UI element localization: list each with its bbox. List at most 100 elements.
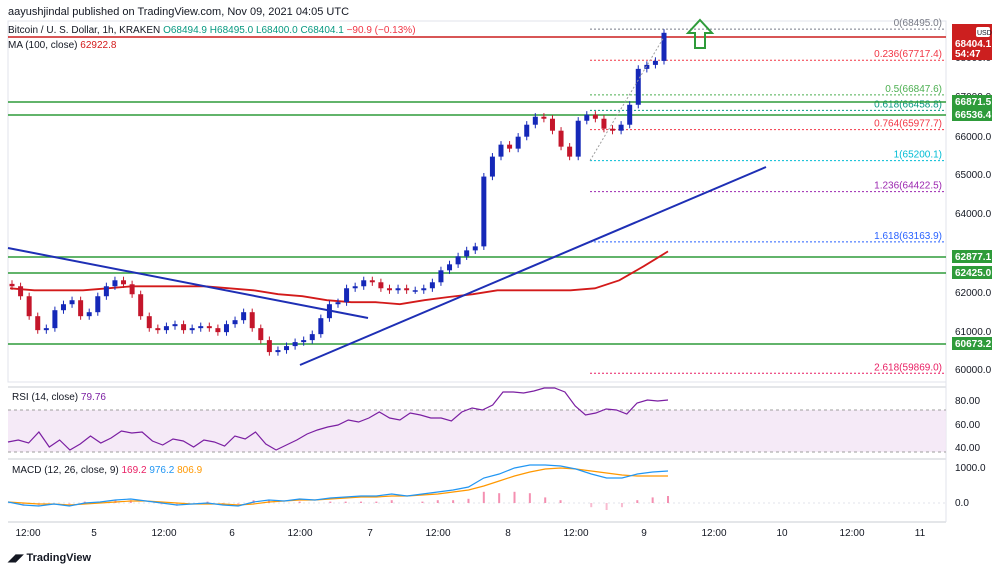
level-badge[interactable] bbox=[952, 108, 992, 121]
tradingview-brand: TradingView bbox=[26, 552, 92, 564]
candle[interactable] bbox=[223, 324, 229, 333]
candle[interactable] bbox=[275, 350, 281, 353]
ma-line bbox=[9, 250, 669, 306]
candle[interactable] bbox=[361, 280, 367, 287]
candle[interactable] bbox=[627, 104, 633, 125]
rsi-tick-label: 80.00 bbox=[955, 396, 980, 407]
candle[interactable] bbox=[661, 32, 667, 61]
candle[interactable] bbox=[447, 264, 453, 271]
candle[interactable] bbox=[541, 116, 547, 119]
candle[interactable] bbox=[129, 284, 135, 295]
candle[interactable] bbox=[507, 144, 513, 149]
candle[interactable] bbox=[575, 120, 581, 157]
candle[interactable] bbox=[215, 328, 221, 333]
candle[interactable] bbox=[9, 283, 15, 287]
candle[interactable] bbox=[155, 328, 161, 331]
candle[interactable] bbox=[241, 312, 247, 321]
price-change: −90.9 (−0.13%) bbox=[346, 25, 416, 36]
macd-histogram-bar bbox=[83, 501, 86, 503]
candle[interactable] bbox=[549, 118, 555, 131]
candle[interactable] bbox=[532, 116, 538, 125]
candle[interactable] bbox=[335, 302, 341, 305]
candle[interactable] bbox=[318, 318, 324, 335]
candle[interactable] bbox=[352, 286, 358, 289]
candle[interactable] bbox=[644, 64, 650, 69]
candle[interactable] bbox=[69, 300, 75, 305]
candle[interactable] bbox=[26, 296, 32, 317]
candle[interactable] bbox=[567, 146, 573, 157]
candle[interactable] bbox=[138, 294, 144, 317]
candle[interactable] bbox=[198, 326, 204, 329]
candle[interactable] bbox=[181, 324, 187, 331]
candle[interactable] bbox=[558, 130, 564, 147]
candle[interactable] bbox=[344, 288, 350, 303]
level-badge[interactable] bbox=[952, 95, 992, 108]
candle[interactable] bbox=[369, 280, 375, 283]
candle[interactable] bbox=[309, 334, 315, 341]
fib-label: 0.764(65977.7) bbox=[874, 119, 942, 130]
candle[interactable] bbox=[43, 328, 49, 331]
candle[interactable] bbox=[378, 282, 384, 289]
candle[interactable] bbox=[121, 280, 127, 285]
candle[interactable] bbox=[95, 296, 101, 313]
candle[interactable] bbox=[52, 310, 58, 329]
candle[interactable] bbox=[412, 290, 418, 292]
candle[interactable] bbox=[635, 68, 641, 105]
candle[interactable] bbox=[498, 144, 504, 157]
candle[interactable] bbox=[455, 256, 461, 265]
candle[interactable] bbox=[146, 316, 152, 329]
candle[interactable] bbox=[284, 346, 290, 351]
candle[interactable] bbox=[584, 114, 590, 121]
level-badge[interactable] bbox=[952, 250, 992, 263]
candle[interactable] bbox=[524, 124, 530, 137]
macd-histogram-bar bbox=[344, 501, 347, 503]
macd-histogram-bar bbox=[605, 503, 608, 510]
candle[interactable] bbox=[266, 340, 272, 353]
candle[interactable] bbox=[232, 320, 238, 325]
candle[interactable] bbox=[172, 324, 178, 327]
candle[interactable] bbox=[618, 124, 624, 131]
candle[interactable] bbox=[301, 340, 307, 343]
candle[interactable] bbox=[60, 304, 66, 311]
candle[interactable] bbox=[112, 280, 118, 287]
candle[interactable] bbox=[78, 300, 84, 317]
level-badge[interactable] bbox=[952, 266, 992, 279]
candle[interactable] bbox=[515, 136, 521, 149]
candle[interactable] bbox=[206, 326, 212, 329]
candle[interactable] bbox=[404, 288, 410, 291]
candle[interactable] bbox=[86, 312, 92, 317]
candle[interactable] bbox=[464, 250, 470, 257]
candle[interactable] bbox=[592, 114, 598, 119]
candle[interactable] bbox=[438, 270, 444, 283]
rsi-legend[interactable]: RSI (14, close) 79.76 bbox=[12, 392, 106, 403]
candle[interactable] bbox=[35, 316, 41, 331]
candle[interactable] bbox=[103, 286, 109, 297]
candle[interactable] bbox=[395, 288, 401, 291]
candle[interactable] bbox=[18, 286, 24, 297]
tradingview-logo[interactable]: ◢◤ TradingView bbox=[8, 552, 91, 564]
candle[interactable] bbox=[163, 326, 169, 331]
ascending-trend-line[interactable] bbox=[299, 166, 767, 366]
level-badge[interactable] bbox=[952, 337, 992, 350]
candle[interactable] bbox=[601, 118, 607, 129]
candle[interactable] bbox=[258, 328, 264, 341]
level-badge-label: 66871.5 bbox=[955, 97, 992, 108]
candle[interactable] bbox=[472, 246, 478, 251]
candle[interactable] bbox=[292, 342, 298, 347]
macd-legend[interactable]: MACD (12, 26, close, 9) 169.2 976.2 806.… bbox=[12, 465, 202, 476]
candle[interactable] bbox=[386, 288, 392, 291]
ma-legend[interactable]: MA (100, close) 62922.8 bbox=[8, 40, 116, 51]
candle[interactable] bbox=[652, 60, 658, 65]
candle[interactable] bbox=[421, 288, 427, 291]
candle[interactable] bbox=[489, 156, 495, 177]
symbol-legend[interactable]: Bitcoin / U. S. Dollar, 1h, KRAKEN O6849… bbox=[8, 25, 416, 36]
descending-trend-line[interactable] bbox=[7, 247, 369, 319]
candle[interactable] bbox=[429, 282, 435, 289]
candle[interactable] bbox=[189, 328, 195, 331]
candle[interactable] bbox=[249, 312, 255, 329]
fib-label: 0.618(66458.8) bbox=[874, 99, 942, 110]
candle[interactable] bbox=[610, 128, 616, 131]
rsi-line bbox=[7, 387, 669, 451]
candle[interactable] bbox=[481, 176, 487, 247]
